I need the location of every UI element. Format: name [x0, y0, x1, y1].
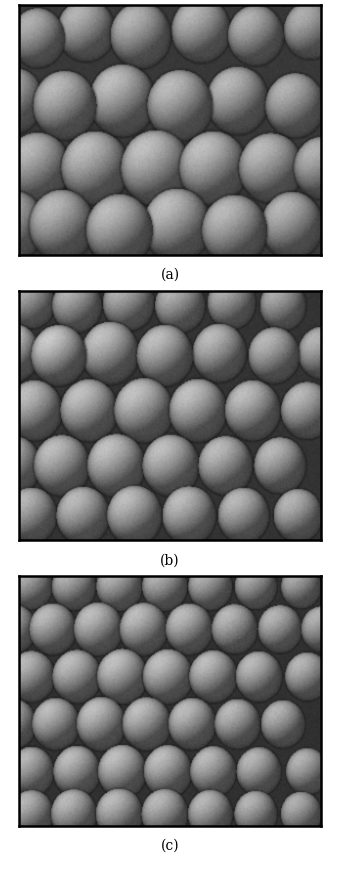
- Text: (b): (b): [160, 553, 180, 567]
- Text: (c): (c): [161, 838, 179, 852]
- Text: (a): (a): [160, 268, 180, 282]
